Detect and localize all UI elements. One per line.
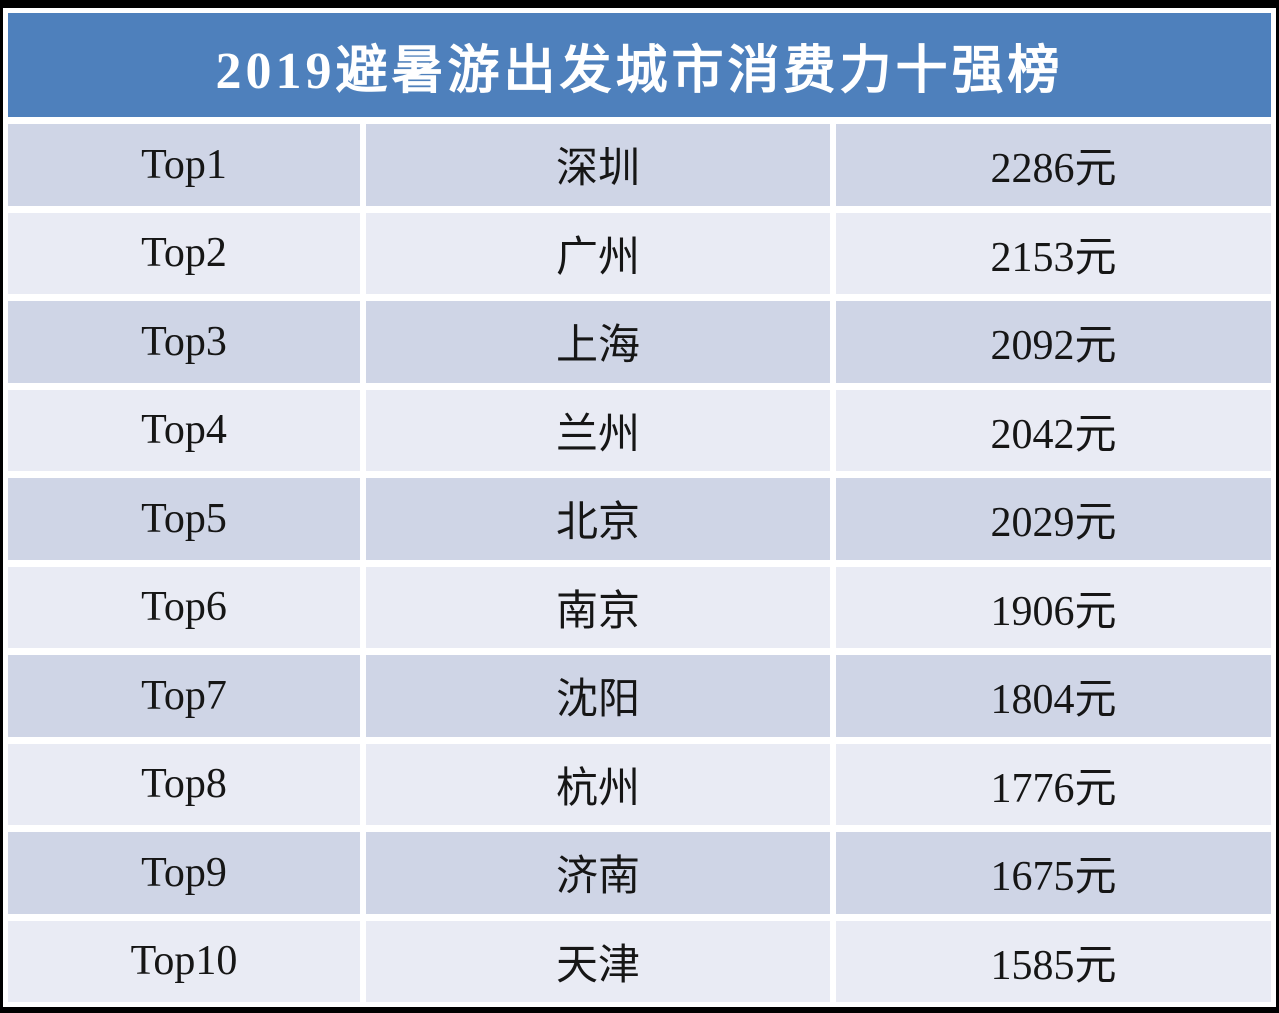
- amount-cell: 2092元: [836, 301, 1271, 383]
- table-row: Top4 兰州 2042元: [8, 389, 1271, 471]
- table-row: Top10 天津 1585元: [8, 920, 1271, 1002]
- city-cell: 兰州: [366, 389, 830, 471]
- rank-cell: Top6: [8, 566, 360, 648]
- city-cell: 沈阳: [366, 655, 830, 737]
- table-row: Top7 沈阳 1804元: [8, 655, 1271, 737]
- amount-cell: 1585元: [836, 920, 1271, 1002]
- rank-cell: Top2: [8, 212, 360, 294]
- rank-cell: Top1: [8, 124, 360, 206]
- ranking-table: Top1 深圳 2286元 Top2 广州 2153元 Top3 上海 2092…: [8, 124, 1271, 1002]
- rank-cell: Top5: [8, 478, 360, 560]
- city-cell: 南京: [366, 566, 830, 648]
- rank-cell: Top9: [8, 832, 360, 914]
- amount-cell: 2029元: [836, 478, 1271, 560]
- table-row: Top9 济南 1675元: [8, 832, 1271, 914]
- rank-cell: Top8: [8, 743, 360, 825]
- amount-cell: 2042元: [836, 389, 1271, 471]
- amount-cell: 2153元: [836, 212, 1271, 294]
- city-cell: 北京: [366, 478, 830, 560]
- amount-cell: 1906元: [836, 566, 1271, 648]
- city-cell: 广州: [366, 212, 830, 294]
- table-row: Top1 深圳 2286元: [8, 124, 1271, 206]
- city-cell: 济南: [366, 832, 830, 914]
- rank-cell: Top10: [8, 920, 360, 1002]
- city-cell: 杭州: [366, 743, 830, 825]
- city-cell: 深圳: [366, 124, 830, 206]
- rank-cell: Top4: [8, 389, 360, 471]
- amount-cell: 1776元: [836, 743, 1271, 825]
- rank-cell: Top7: [8, 655, 360, 737]
- table-row: Top6 南京 1906元: [8, 566, 1271, 648]
- title-bar: 2019避暑游出发城市消费力十强榜: [8, 13, 1271, 117]
- city-cell: 天津: [366, 920, 830, 1002]
- table-row: Top3 上海 2092元: [8, 301, 1271, 383]
- table-row: Top5 北京 2029元: [8, 478, 1271, 560]
- page-title: 2019避暑游出发城市消费力十强榜: [215, 42, 1064, 100]
- city-cell: 上海: [366, 301, 830, 383]
- table-row: Top8 杭州 1776元: [8, 743, 1271, 825]
- rank-cell: Top3: [8, 301, 360, 383]
- amount-cell: 1675元: [836, 832, 1271, 914]
- table-row: Top2 广州 2153元: [8, 212, 1271, 294]
- amount-cell: 2286元: [836, 124, 1271, 206]
- amount-cell: 1804元: [836, 655, 1271, 737]
